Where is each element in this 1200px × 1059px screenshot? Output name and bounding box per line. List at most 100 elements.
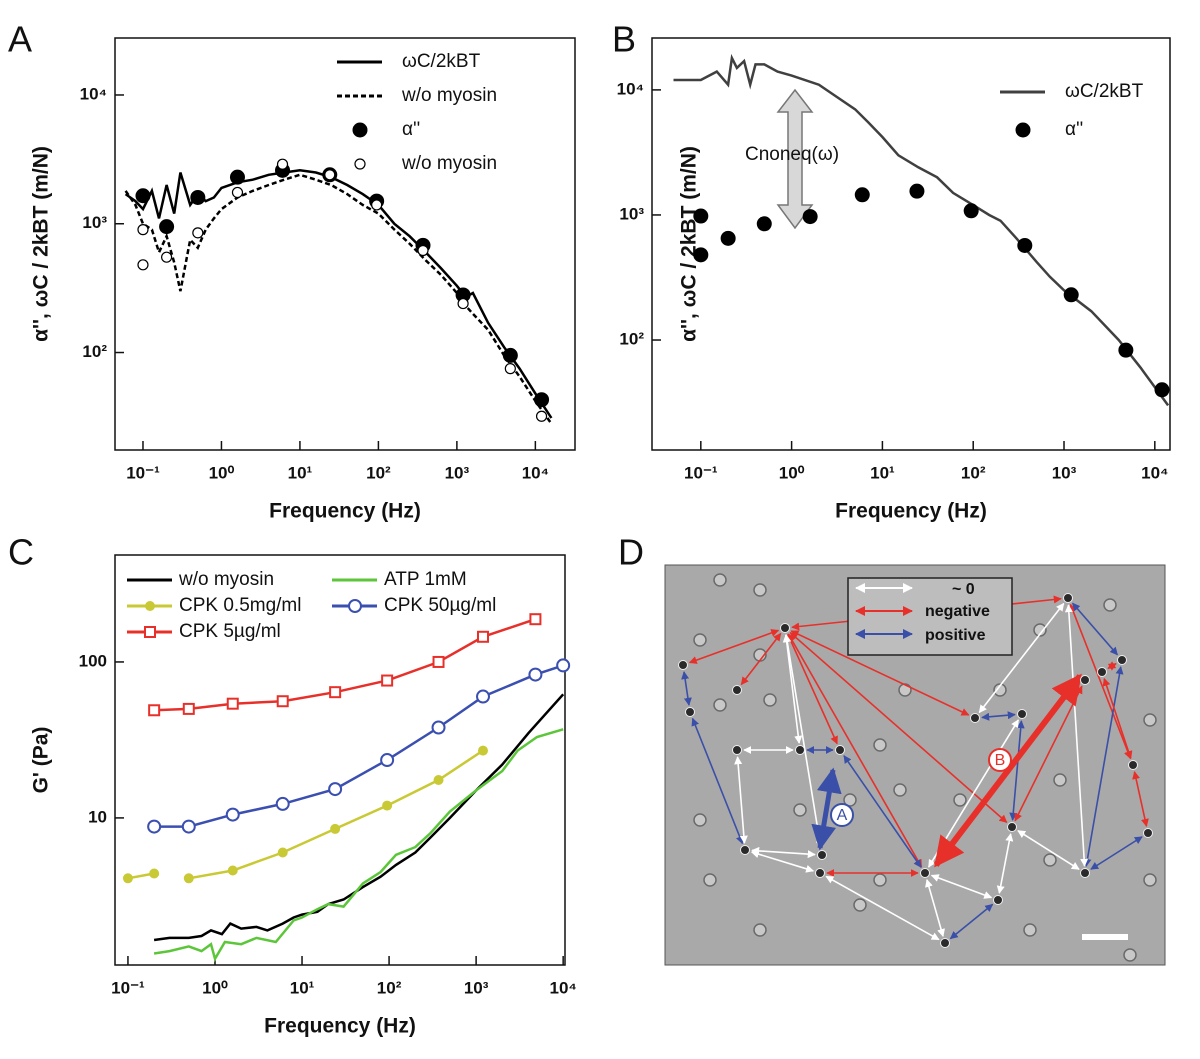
- y-axis-label: α'', ωC / 2kBT (m/N): [30, 146, 53, 342]
- x-tick-label: 10³: [1052, 463, 1077, 482]
- plot-frame: [651, 37, 1171, 451]
- y-tick-label: 10²: [619, 330, 644, 349]
- point: [1154, 382, 1170, 398]
- x-axis-label: Frequency (Hz): [835, 500, 987, 523]
- beads: [678, 593, 1153, 948]
- bead: [1080, 675, 1090, 685]
- point: [380, 753, 395, 768]
- y-axis-label: G' (Pa): [30, 727, 53, 794]
- point: [277, 847, 288, 858]
- particle: [893, 783, 907, 797]
- x-tick-label: 10⁰: [779, 463, 805, 482]
- point: [181, 819, 196, 834]
- point: [226, 697, 239, 710]
- bead: [835, 745, 845, 755]
- particle: [873, 873, 887, 887]
- legend-label: w/o myosin: [178, 569, 274, 590]
- point: [147, 819, 162, 834]
- bead: [732, 745, 742, 755]
- point: [432, 655, 445, 668]
- point: [802, 209, 818, 225]
- x-tick-label: 10⁴: [522, 463, 549, 482]
- point: [963, 203, 979, 219]
- legend-label: α'': [402, 119, 420, 140]
- point: [183, 873, 194, 884]
- network-edge: [1102, 677, 1133, 760]
- legend-label: ωC/2kBT: [1065, 81, 1144, 102]
- network-edge: [949, 903, 994, 940]
- point: [192, 227, 204, 239]
- legend-label: CPK 5µg/ml: [179, 621, 281, 642]
- y-tick-label: 10: [88, 807, 107, 826]
- legend-label: ATP 1mM: [384, 569, 467, 590]
- particle: [1103, 598, 1117, 612]
- particle: [1123, 948, 1137, 962]
- network-edge: [843, 755, 922, 868]
- point: [137, 224, 149, 236]
- point: [122, 873, 133, 884]
- bead: [817, 850, 827, 860]
- bead: [795, 745, 805, 755]
- y-tick-label: 10³: [619, 204, 644, 223]
- y-axis-label: α'', ωC / 2kBT (m/N): [678, 146, 701, 342]
- y-tick-label: 10⁴: [617, 79, 644, 98]
- x-axis-label: Frequency (Hz): [269, 500, 421, 523]
- chart-panel: C 10⁻¹ 10⁰ 10¹ 10² 10³ 10⁴ 10 100 Frequency (Hz) G…: [8, 532, 577, 1038]
- panel-letter: A: [8, 19, 32, 60]
- network-edge: [925, 878, 945, 938]
- point: [528, 667, 543, 682]
- legend-swatch: [352, 122, 368, 138]
- point: [1017, 237, 1033, 253]
- plot-frame: [114, 554, 566, 966]
- network-edge: [1107, 661, 1117, 671]
- particle: [1143, 713, 1157, 727]
- particle: [873, 738, 887, 752]
- particle: [953, 793, 967, 807]
- bead: [920, 868, 930, 878]
- x-tick-label: 10⁴: [549, 978, 576, 997]
- point: [693, 247, 709, 263]
- point: [382, 800, 393, 811]
- particle: [703, 873, 717, 887]
- series-line: [124, 169, 553, 419]
- particle: [853, 898, 867, 912]
- point: [457, 297, 469, 310]
- bead: [780, 623, 790, 633]
- point: [478, 745, 489, 756]
- particle: [693, 813, 707, 827]
- point: [433, 775, 444, 786]
- point: [502, 347, 518, 363]
- label-b: B: [995, 752, 1006, 769]
- point: [455, 287, 471, 303]
- point: [135, 188, 151, 204]
- network-edge: [691, 717, 744, 845]
- legend-label: positive: [925, 627, 986, 644]
- point: [909, 183, 925, 199]
- legend-label: negative: [925, 603, 990, 620]
- particle: [763, 693, 777, 707]
- point: [276, 695, 289, 708]
- point: [534, 392, 550, 408]
- panel-letter: B: [612, 19, 636, 60]
- point: [231, 186, 244, 199]
- network-edge: [1090, 836, 1143, 870]
- x-axis-label: Frequency (Hz): [264, 1015, 416, 1038]
- point: [756, 216, 772, 232]
- point: [556, 658, 571, 673]
- legend-label: w/o myosin: [401, 85, 497, 106]
- annotation-arrow: [776, 88, 814, 230]
- point: [477, 630, 490, 643]
- bead: [1080, 868, 1090, 878]
- bead: [740, 845, 750, 855]
- point: [225, 807, 240, 822]
- point: [1118, 342, 1134, 358]
- chart-panel: A 10⁻¹ 10⁰ 10¹ 10² 10³ 10⁴ 10² 10³ 10⁴ Frequency (…: [8, 19, 576, 523]
- plot-frame: [114, 37, 576, 451]
- x-tick-label: 10⁻¹: [684, 463, 718, 482]
- scale-bar: [1082, 934, 1128, 940]
- label-a-circle: [830, 803, 854, 827]
- pair-arrow-a: [811, 767, 842, 851]
- x-tick-label: 10³: [445, 463, 470, 482]
- network-edge: [825, 875, 940, 941]
- bead: [1097, 667, 1107, 677]
